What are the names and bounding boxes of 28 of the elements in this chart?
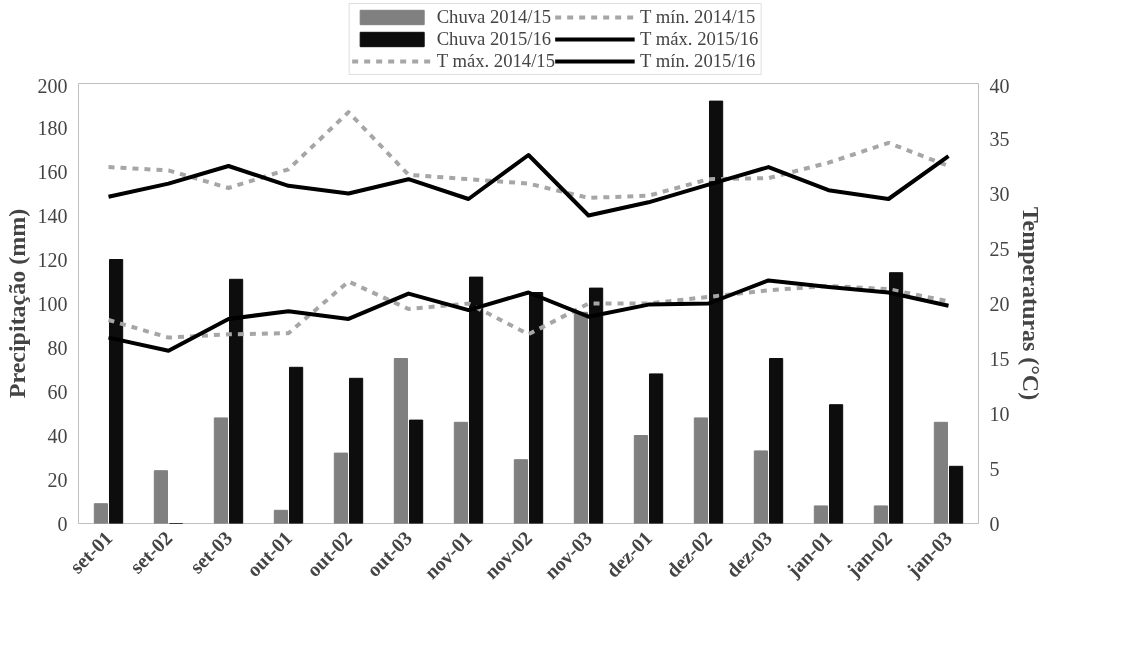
y2-tick-label: 20 (989, 292, 1010, 315)
y2-axis-title: Temperaturas (°C) (1017, 206, 1044, 401)
y-tick-label: 100 (37, 292, 68, 315)
y-tick-label: 20 (47, 468, 68, 491)
y-tick-label: 0 (57, 512, 68, 535)
y-tick-label: 120 (37, 248, 68, 271)
y2-tick-label: 35 (989, 127, 1010, 150)
y2-tick-label: 5 (989, 457, 1000, 480)
y2-tick-label: 0 (989, 512, 1000, 535)
y-tick-label: 140 (37, 204, 68, 227)
y-tick-label: 80 (47, 336, 68, 359)
y2-tick-label: 25 (989, 237, 1010, 260)
legend-label: T máx. 2015/16 (640, 28, 759, 50)
legend-label: Chuva 2015/16 (436, 28, 552, 50)
legend-label: Chuva 2014/15 (436, 6, 552, 28)
y2-tick-label: 10 (989, 402, 1010, 425)
y2-tick-label: 15 (989, 347, 1010, 370)
legend-label: T mín. 2014/15 (640, 6, 756, 28)
y-tick-label: 200 (37, 74, 68, 97)
y2-tick-label: 30 (989, 182, 1010, 205)
legend-label: T mín. 2015/16 (640, 50, 756, 72)
y-axis-title: Precipitação (mm) (3, 208, 30, 399)
y-tick-label: 60 (47, 380, 68, 403)
y-tick-label: 160 (37, 160, 68, 183)
y2-tick-label: 40 (989, 74, 1010, 97)
legend-label: T máx. 2014/15 (436, 50, 555, 72)
y-tick-label: 40 (47, 424, 68, 447)
y-tick-label: 180 (37, 116, 68, 139)
